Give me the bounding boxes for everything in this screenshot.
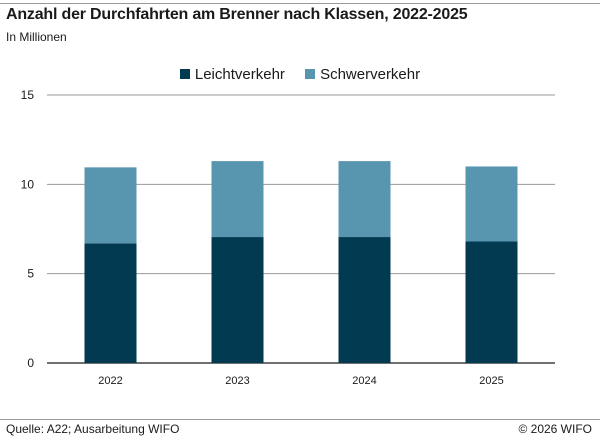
label-layer: 0 5 10 15 2022 2023 2024 2025 (21, 88, 504, 387)
chart-title: Anzahl der Durchfahrten am Brenner nach … (6, 6, 468, 23)
copyright-note: © 2026 WIFO (518, 422, 592, 436)
bar-leichtverkehr-2022 (84, 243, 137, 363)
bottom-rule (0, 419, 600, 420)
legend-swatch-schwerverkehr (305, 69, 316, 79)
bar-schwerverkehr-2025 (465, 166, 518, 242)
y-tick-label: 10 (21, 177, 35, 191)
y-tick-label: 5 (27, 267, 34, 281)
bar-leichtverkehr-2023 (211, 237, 264, 363)
x-tick-label: 2022 (98, 375, 122, 387)
legend-item-schwerverkehr: Schwerverkehr (305, 66, 420, 83)
legend-swatch-leichtverkehr (179, 69, 190, 79)
legend-item-leichtverkehr: Leichtverkehr (179, 66, 285, 83)
y-tick-label: 15 (21, 88, 35, 102)
top-rule (0, 3, 600, 4)
y-tick-label: 0 (27, 356, 34, 370)
bar-schwerverkehr-2023 (211, 161, 264, 238)
legend-label-schwerverkehr: Schwerverkehr (320, 66, 421, 83)
x-tick-label: 2024 (352, 375, 376, 387)
x-tick-label: 2023 (225, 375, 249, 387)
bar-leichtverkehr-2025 (465, 241, 518, 363)
bar-layer (84, 161, 518, 363)
legend-label-leichtverkehr: Leichtverkehr (194, 66, 285, 83)
bar-schwerverkehr-2024 (338, 161, 391, 238)
x-tick-label: 2025 (479, 375, 503, 387)
chart-subtitle: In Millionen (6, 30, 67, 44)
bar-schwerverkehr-2022 (84, 167, 137, 244)
source-note: Quelle: A22; Ausarbeitung WIFO (6, 422, 180, 436)
bar-leichtverkehr-2024 (338, 237, 391, 363)
legend: Leichtverkehr Schwerverkehr (0, 66, 600, 83)
